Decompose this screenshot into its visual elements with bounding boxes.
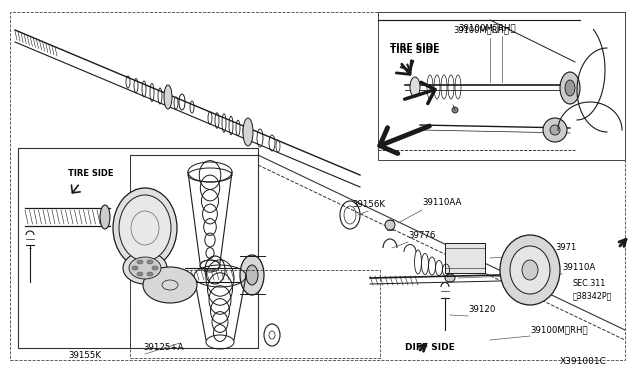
Text: 39110AA: 39110AA xyxy=(422,198,461,206)
Ellipse shape xyxy=(100,205,110,229)
Ellipse shape xyxy=(522,260,538,280)
Ellipse shape xyxy=(123,252,167,284)
Ellipse shape xyxy=(164,85,172,109)
Ellipse shape xyxy=(132,266,138,270)
Text: 39100M〈RH〉: 39100M〈RH〉 xyxy=(453,26,509,35)
Bar xyxy=(18,148,258,348)
Text: 39155K: 39155K xyxy=(68,352,101,360)
Text: 39110A: 39110A xyxy=(562,263,595,273)
Ellipse shape xyxy=(147,272,153,276)
Text: TIRE SIDE: TIRE SIDE xyxy=(390,42,439,51)
Ellipse shape xyxy=(113,188,177,268)
Text: 39125+A: 39125+A xyxy=(143,343,184,352)
Text: 39100M〈RH〉: 39100M〈RH〉 xyxy=(458,23,516,32)
Ellipse shape xyxy=(565,80,575,96)
Text: 39100M〈RH〉: 39100M〈RH〉 xyxy=(530,326,588,334)
Text: TIRE SIDE: TIRE SIDE xyxy=(390,45,439,55)
Bar xyxy=(130,270,380,358)
Text: TIRE SIDE: TIRE SIDE xyxy=(68,169,113,177)
Ellipse shape xyxy=(550,125,560,135)
Bar xyxy=(378,12,625,160)
Bar xyxy=(130,155,258,348)
Ellipse shape xyxy=(543,118,567,142)
Text: DIFF SIDE: DIFF SIDE xyxy=(405,343,455,353)
Ellipse shape xyxy=(129,257,161,279)
Ellipse shape xyxy=(560,72,580,104)
Ellipse shape xyxy=(246,265,258,285)
Text: 39156K: 39156K xyxy=(352,199,385,208)
Bar xyxy=(445,243,485,273)
Text: X391001C: X391001C xyxy=(560,357,607,366)
Ellipse shape xyxy=(385,220,395,230)
Text: 3971: 3971 xyxy=(555,244,576,253)
Ellipse shape xyxy=(240,255,264,295)
Ellipse shape xyxy=(243,118,253,146)
Text: 39120: 39120 xyxy=(468,305,495,314)
Ellipse shape xyxy=(137,272,143,276)
Ellipse shape xyxy=(119,195,171,261)
Ellipse shape xyxy=(445,274,455,282)
Ellipse shape xyxy=(137,260,143,264)
Text: SEC.311: SEC.311 xyxy=(573,279,606,289)
Ellipse shape xyxy=(147,260,153,264)
Ellipse shape xyxy=(452,107,458,113)
Text: 39776: 39776 xyxy=(408,231,435,240)
Text: 〸38342P〉: 〸38342P〉 xyxy=(573,292,612,301)
Ellipse shape xyxy=(152,266,158,270)
Ellipse shape xyxy=(510,246,550,294)
Ellipse shape xyxy=(143,267,197,303)
Ellipse shape xyxy=(410,77,420,97)
Ellipse shape xyxy=(500,235,560,305)
